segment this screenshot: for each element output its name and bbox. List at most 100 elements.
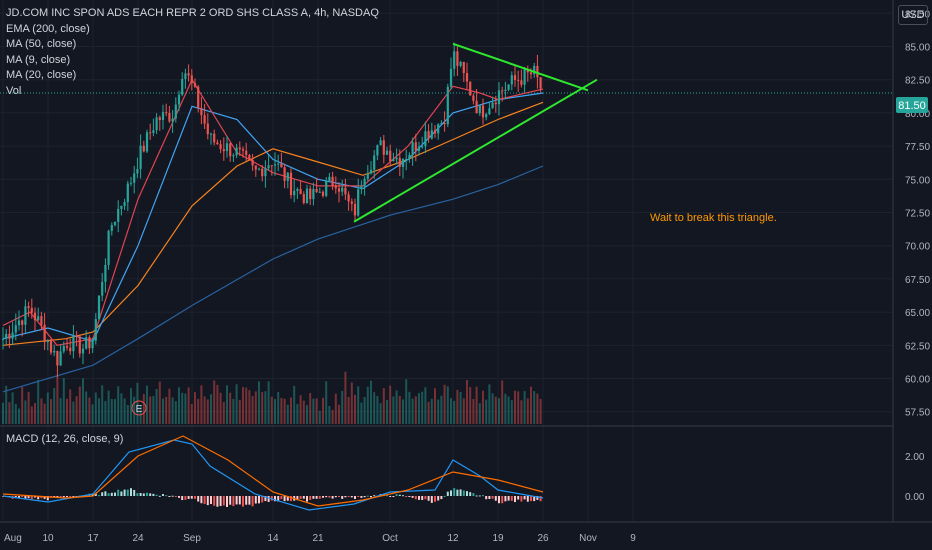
candle-body-97 [312, 189, 315, 200]
legend-ma20[interactable]: MA (20, close) [6, 69, 77, 81]
candle-body-91 [293, 190, 296, 196]
candle-body-53 [171, 118, 174, 122]
candle-body-107 [344, 187, 347, 195]
macd-hist-77 [248, 496, 251, 505]
macd-hist-57 [184, 496, 187, 500]
macd-hist-104 [334, 496, 337, 498]
macd-hist-139 [446, 491, 449, 496]
candle-body-90 [289, 172, 293, 196]
candle-body-8 [27, 306, 30, 309]
macd-hist-11 [37, 496, 40, 500]
volume-bar-28 [91, 404, 94, 424]
candle-body-116 [373, 155, 376, 170]
volume-bar-164 [526, 398, 529, 424]
candle-body-84 [270, 165, 273, 167]
candle-body-24 [78, 336, 81, 354]
volume-bar-156 [501, 380, 504, 424]
candle-body-98 [315, 189, 318, 192]
volume-bar-42 [136, 382, 139, 424]
candle-body-61 [197, 86, 200, 108]
macd-hist-112 [360, 496, 363, 498]
volume-bar-157 [504, 393, 507, 424]
macd-hist-148 [475, 495, 478, 497]
volume-bar-81 [261, 392, 264, 424]
volume-bar-20 [66, 398, 68, 424]
volume-bar-24 [78, 386, 81, 424]
currency-button[interactable]: USD [898, 5, 928, 25]
candle-body-27 [88, 337, 91, 349]
volume-bar-50 [162, 398, 164, 424]
macd-hist-79 [254, 496, 257, 504]
legend-ema200[interactable]: EMA (200, close) [6, 22, 90, 35]
volume-bar-148 [475, 386, 478, 424]
candle-body-82 [264, 168, 267, 177]
volume-bar-56 [181, 392, 184, 424]
macd-hist-60 [194, 496, 196, 499]
macd-hist-108 [347, 496, 350, 497]
candle-body-99 [318, 191, 321, 193]
legend-vol[interactable]: Vol [6, 84, 22, 97]
macd-hist-101 [325, 496, 328, 498]
x-tick-1: 10 [42, 533, 54, 544]
legend-ma9[interactable]: MA (9, close) [6, 53, 71, 66]
volume-bar-19 [62, 378, 65, 424]
volume-bar-124 [398, 395, 401, 424]
candle-body-10 [33, 312, 37, 321]
candle-body-26 [85, 337, 88, 349]
volume-bars [2, 371, 542, 424]
volume-bar-137 [440, 395, 443, 424]
volume-bar-131 [421, 391, 424, 424]
volume-bar-74 [238, 399, 241, 424]
macd-legend[interactable]: MACD (12, 26, close, 9) [6, 433, 124, 445]
volume-bar-91 [293, 385, 296, 424]
macd-pane [2, 435, 544, 511]
candle-body-126 [405, 159, 408, 161]
trendline-upper [452, 42, 589, 92]
candle-body-138 [443, 123, 446, 125]
macd-hist-72 [232, 496, 235, 507]
earnings-marker[interactable]: E [131, 400, 147, 416]
macd-hist-83 [267, 496, 270, 502]
candle-body-121 [389, 150, 392, 162]
macd-hist-45 [146, 492, 148, 496]
volume-bar-51 [165, 396, 168, 424]
macd-hist-7 [24, 496, 27, 499]
macd-hist-5 [18, 496, 20, 498]
candle-body-22 [72, 335, 75, 352]
volume-bar-66 [213, 380, 216, 424]
legend-ma50[interactable]: MA (50, close) [6, 38, 77, 50]
volume-bar-79 [254, 391, 257, 424]
x-tick-8: 12 [447, 533, 459, 544]
candle-body-56 [181, 78, 184, 95]
candle-body-131 [421, 146, 424, 148]
volume-bar-101 [325, 381, 328, 424]
macd-hist-113 [363, 496, 366, 498]
macd-hist-86 [277, 496, 280, 502]
volume-bar-125 [402, 399, 404, 424]
candle-body-81 [261, 168, 264, 177]
candle-body-120 [385, 150, 389, 155]
volume-bar-111 [357, 386, 360, 424]
volume-bar-35 [114, 399, 116, 424]
volume-bar-100 [322, 397, 324, 424]
symbol-title[interactable]: JD.COM INC SPON ADS EACH REPR 2 ORD SHS … [6, 7, 379, 19]
macd-hist-146 [469, 492, 472, 496]
candle-body-122 [392, 159, 395, 162]
volume-bar-118 [379, 403, 382, 424]
volume-bar-32 [104, 401, 107, 424]
candle-body-30 [97, 295, 101, 320]
volume-bar-150 [482, 390, 484, 424]
macd-hist-31 [101, 492, 104, 496]
volume-bar-46 [149, 396, 152, 424]
volume-bar-165 [530, 386, 532, 424]
macd-hist-132 [424, 496, 427, 500]
macd-hist-103 [331, 496, 334, 499]
candle-body-139 [446, 86, 449, 125]
candle-body-36 [117, 208, 120, 222]
macd-hist-69 [222, 496, 225, 506]
volume-bar-2 [8, 402, 11, 424]
macd-hist-30 [98, 495, 100, 497]
macd-hist-129 [414, 496, 417, 500]
macd-hist-122 [392, 496, 395, 497]
